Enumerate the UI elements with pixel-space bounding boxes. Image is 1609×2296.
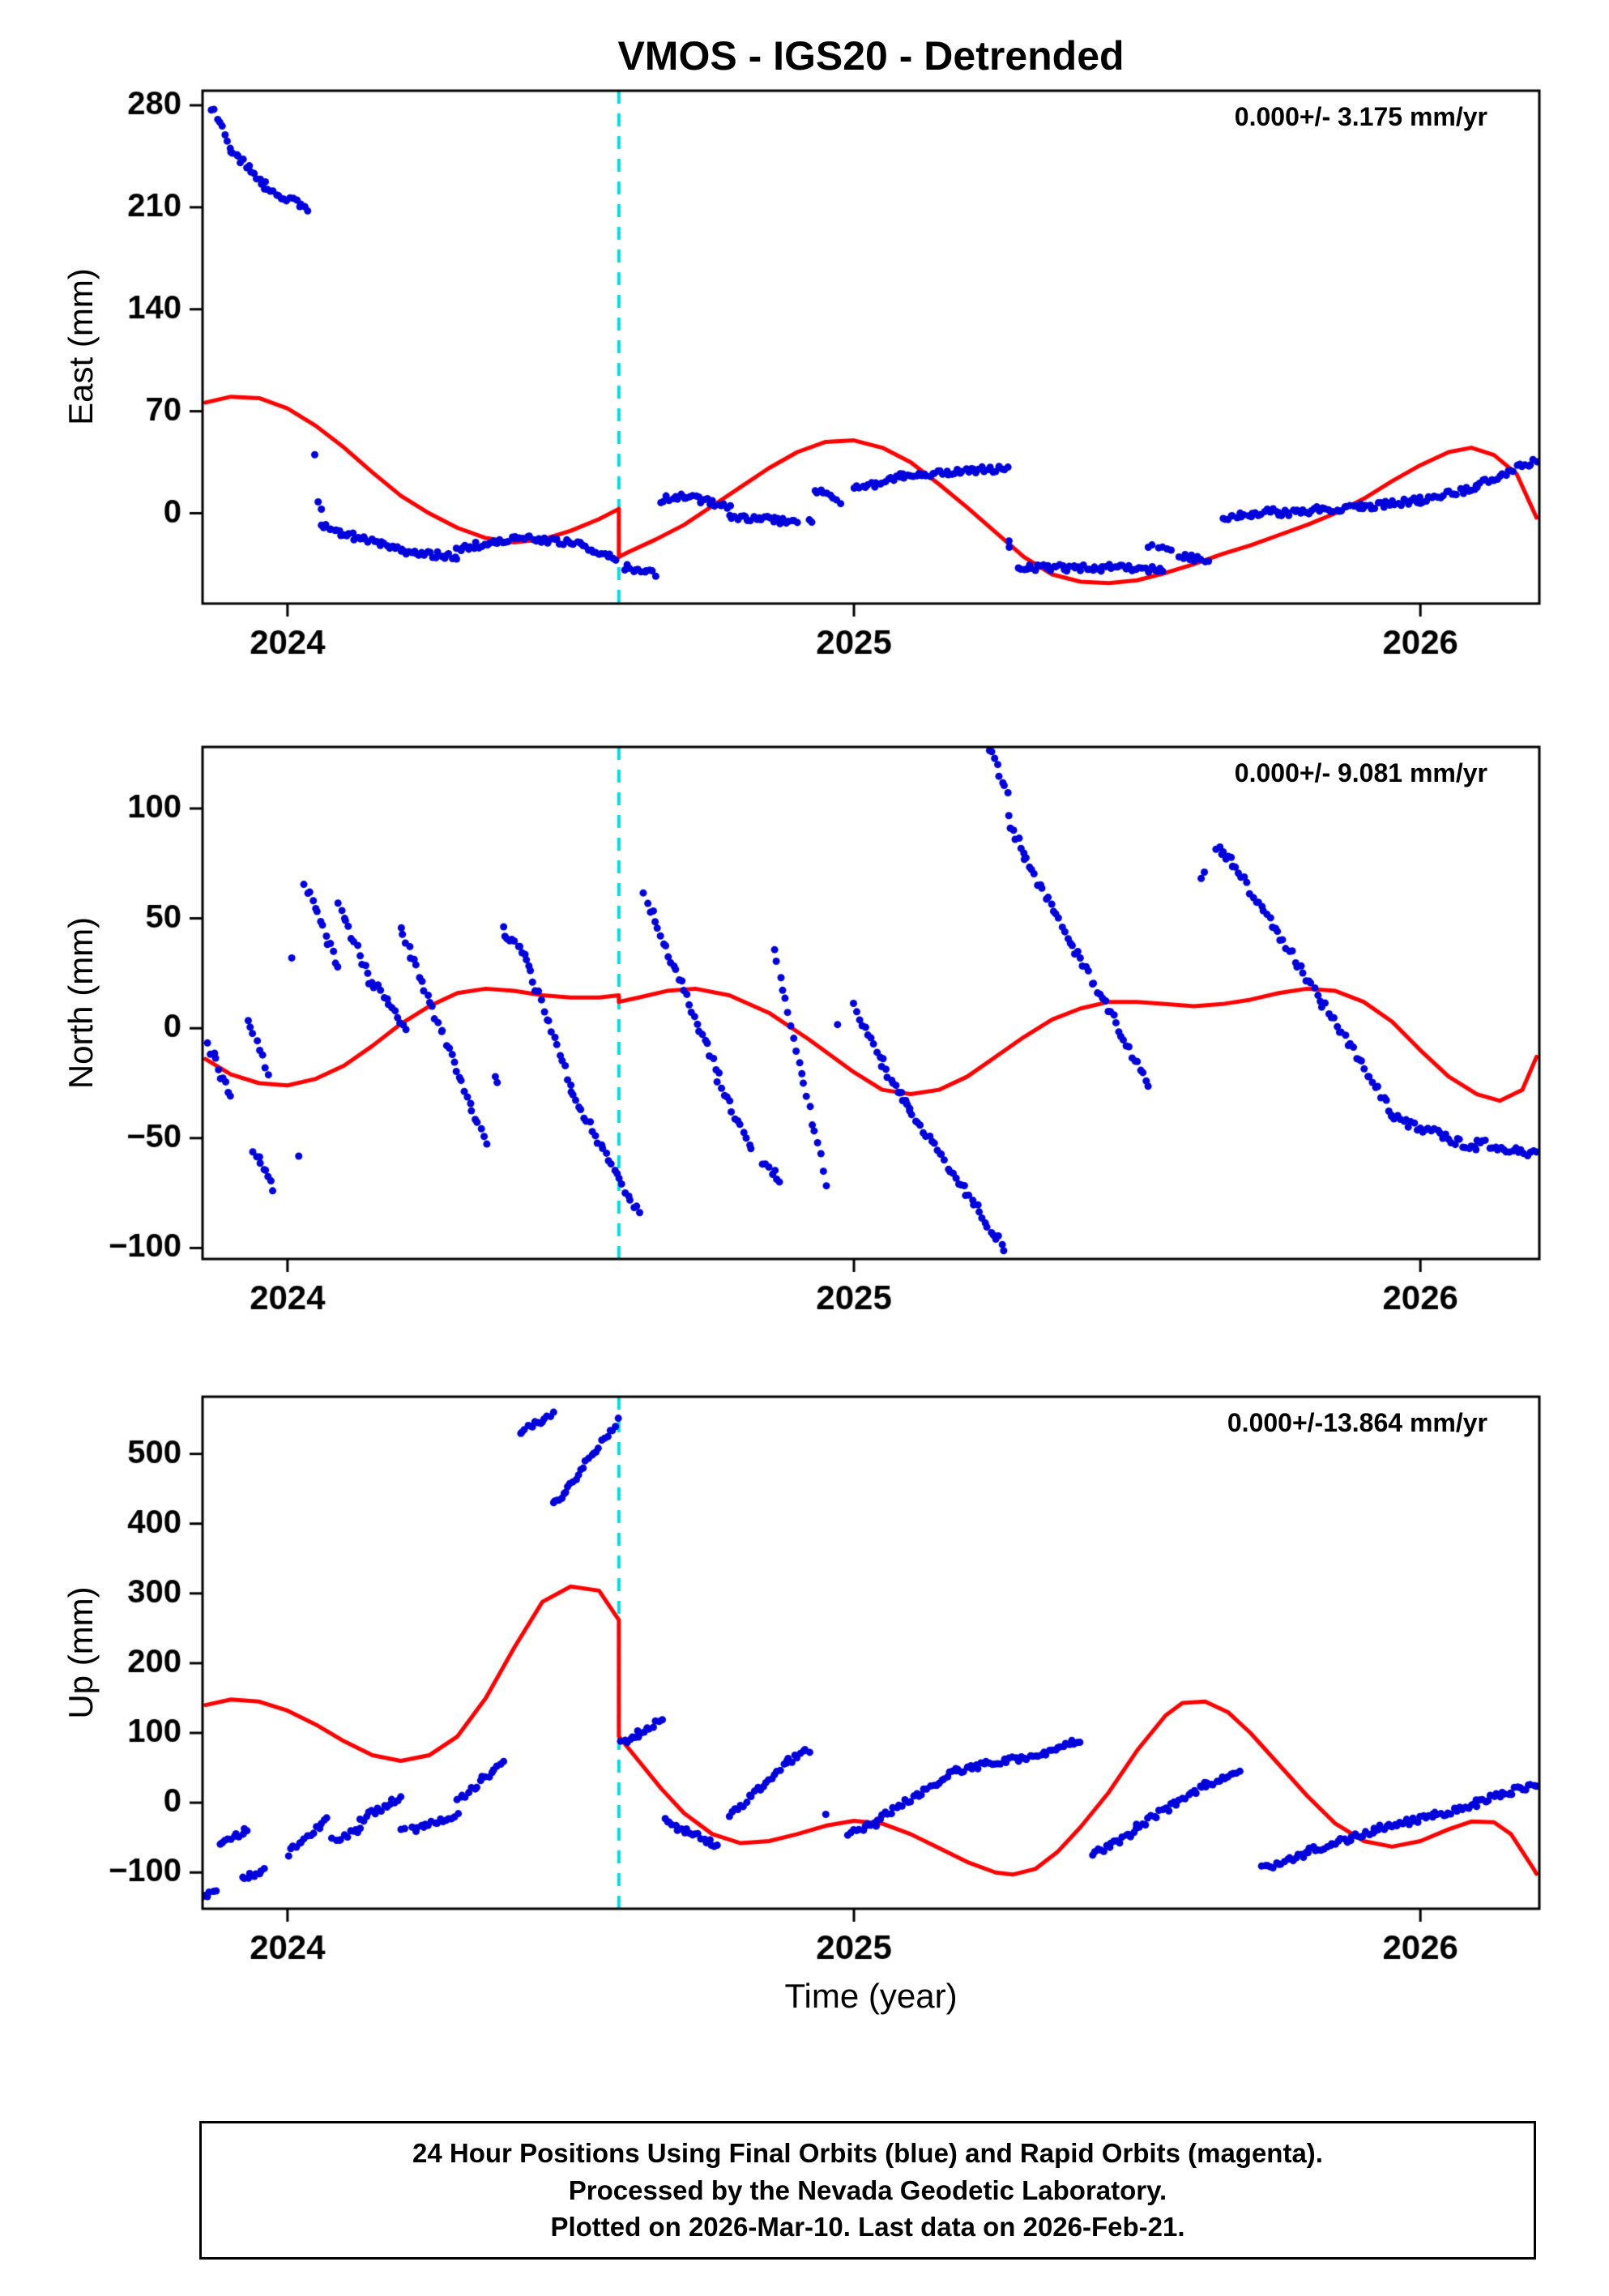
rate-annotation-east: 0.000+/- 3.175 mm/yr [1234, 102, 1487, 131]
caption-line-dates: Plotted on 2026-Mar-10. Last data on 202… [550, 2212, 1185, 2243]
caption-box: 24 Hour Positions Using Final Orbits (bl… [199, 2121, 1536, 2260]
caption-line-orbits: 24 Hour Positions Using Final Orbits (bl… [412, 2138, 1323, 2168]
rate-annotation-up: 0.000+/-13.864 mm/yr [1227, 1408, 1487, 1437]
page-title: VMOS - IGS20 - Detrended [617, 33, 1125, 79]
rate-annotation-north: 0.000+/- 9.081 mm/yr [1234, 758, 1487, 787]
y-axis-label-east: East (mm) [62, 268, 100, 425]
x-axis-label: Time (year) [784, 1977, 958, 2015]
caption-line-processed: Processed by the Nevada Geodetic Laborat… [568, 2174, 1167, 2205]
y-axis-label-up: Up (mm) [62, 1586, 100, 1719]
y-axis-label-north: North (mm) [62, 916, 100, 1090]
